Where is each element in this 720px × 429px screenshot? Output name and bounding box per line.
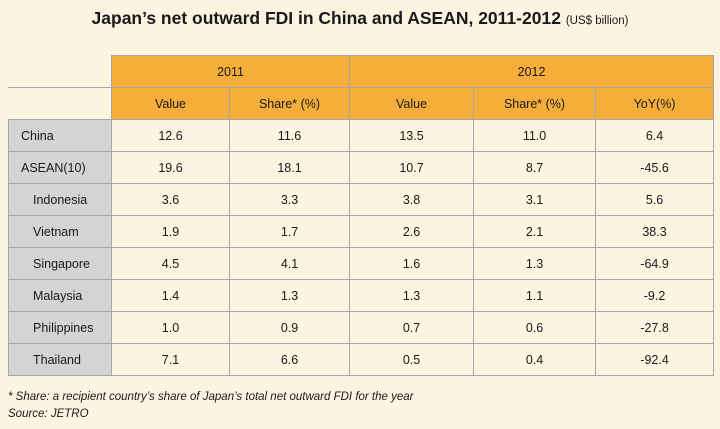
table-cell: 3.1	[473, 183, 597, 216]
table-row: Vietnam 1.9 1.7 2.6 2.1 38.3	[8, 215, 715, 248]
title-text: Japan’s net outward FDI in China and ASE…	[91, 8, 561, 28]
year-header-2011: 2011	[110, 55, 351, 88]
table-cell: 3.6	[111, 183, 230, 216]
table-cell: -45.6	[595, 151, 715, 184]
table-cell: 2.1	[473, 215, 597, 248]
table-cell: 3.3	[228, 183, 351, 216]
column-header: Share* (%)	[473, 87, 597, 120]
table-cell: 1.1	[473, 279, 597, 312]
table-cell: 1.9	[111, 215, 230, 248]
table-row: Thailand 7.1 6.6 0.5 0.4 -92.4	[8, 343, 715, 376]
row-label: Singapore	[8, 247, 112, 280]
column-header: YoY(%)	[595, 87, 715, 120]
table-cell: 38.3	[595, 215, 715, 248]
table-cell: 10.7	[349, 151, 475, 184]
table-cell: 0.7	[349, 311, 475, 344]
table-cell: 4.5	[111, 247, 230, 280]
table-cell: 6.4	[595, 119, 715, 152]
table-cell: 1.6	[349, 247, 475, 280]
table-cell: -9.2	[595, 279, 715, 312]
table-cell: 4.1	[228, 247, 351, 280]
table-cell: 11.0	[473, 119, 597, 152]
table-cell: 8.7	[473, 151, 597, 184]
column-header: Value	[111, 87, 230, 120]
table-cell: 1.0	[111, 311, 230, 344]
table-cell: -27.8	[595, 311, 715, 344]
year-header-row: 2011 2012	[8, 55, 715, 88]
column-header: Share* (%)	[228, 87, 351, 120]
title-unit: (US$ billion)	[565, 15, 629, 27]
corner-cell	[8, 55, 112, 88]
table-cell: 0.6	[473, 311, 597, 344]
table-cell: 18.1	[228, 151, 351, 184]
fdi-table: 2011 2012 Value Share* (%) Value Share* …	[8, 55, 715, 376]
row-label: Philippines	[8, 311, 112, 344]
table-cell: 6.6	[228, 343, 351, 376]
table-row: ASEAN(10) 19.6 18.1 10.7 8.7 -45.6	[8, 151, 715, 184]
table-cell: 0.9	[228, 311, 351, 344]
row-label: Malaysia	[8, 279, 112, 312]
table-cell: 2.6	[349, 215, 475, 248]
table-row: Indonesia 3.6 3.3 3.8 3.1 5.6	[8, 183, 715, 216]
column-header: Value	[349, 87, 475, 120]
column-header-row: Value Share* (%) Value Share* (%) YoY(%)	[8, 87, 715, 120]
table-row: China 12.6 11.6 13.5 11.0 6.4	[8, 119, 715, 152]
table-cell: 1.4	[111, 279, 230, 312]
row-label: Vietnam	[8, 215, 112, 248]
source-note: Source: JETRO	[8, 408, 89, 420]
year-header-2012: 2012	[349, 55, 715, 88]
table-cell: 11.6	[228, 119, 351, 152]
row-label: Indonesia	[8, 183, 112, 216]
table-cell: 1.3	[349, 279, 475, 312]
row-label: ASEAN(10)	[8, 151, 112, 184]
footnote: * Share: a recipient country’s share of …	[8, 391, 414, 403]
table-row: Malaysia 1.4 1.3 1.3 1.1 -9.2	[8, 279, 715, 312]
table-cell: 1.7	[228, 215, 351, 248]
table-cell: -64.9	[595, 247, 715, 280]
table-cell: 1.3	[473, 247, 597, 280]
row-label: China	[8, 119, 112, 152]
corner-cell	[8, 87, 112, 120]
table-cell: -92.4	[595, 343, 715, 376]
table-row: Philippines 1.0 0.9 0.7 0.6 -27.8	[8, 311, 715, 344]
table-title: Japan’s net outward FDI in China and ASE…	[0, 8, 720, 29]
table-cell: 1.3	[228, 279, 351, 312]
table-cell: 13.5	[349, 119, 475, 152]
row-label: Thailand	[8, 343, 112, 376]
table-cell: 7.1	[111, 343, 230, 376]
table-cell: 12.6	[111, 119, 230, 152]
table-row: Singapore 4.5 4.1 1.6 1.3 -64.9	[8, 247, 715, 280]
table-cell: 19.6	[111, 151, 230, 184]
table-cell: 0.5	[349, 343, 475, 376]
table-cell: 3.8	[349, 183, 475, 216]
table-cell: 5.6	[595, 183, 715, 216]
table-cell: 0.4	[473, 343, 597, 376]
